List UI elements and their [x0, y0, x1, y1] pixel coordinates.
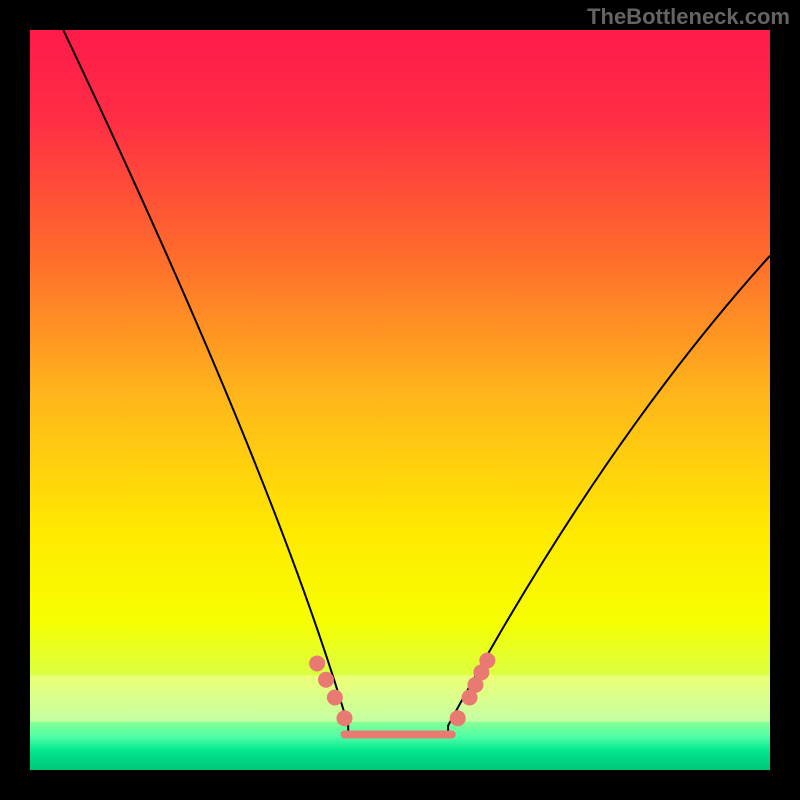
gradient-background — [30, 30, 770, 770]
plot-area — [30, 30, 770, 770]
dot — [327, 689, 343, 705]
pale-band — [30, 675, 770, 722]
watermark-text: TheBottleneck.com — [587, 4, 790, 30]
dot — [479, 652, 495, 668]
dot — [450, 710, 466, 726]
dot — [337, 710, 353, 726]
chart-canvas: TheBottleneck.com — [0, 0, 800, 800]
plot-svg — [30, 30, 770, 770]
dot — [309, 655, 325, 671]
dot — [318, 672, 334, 688]
